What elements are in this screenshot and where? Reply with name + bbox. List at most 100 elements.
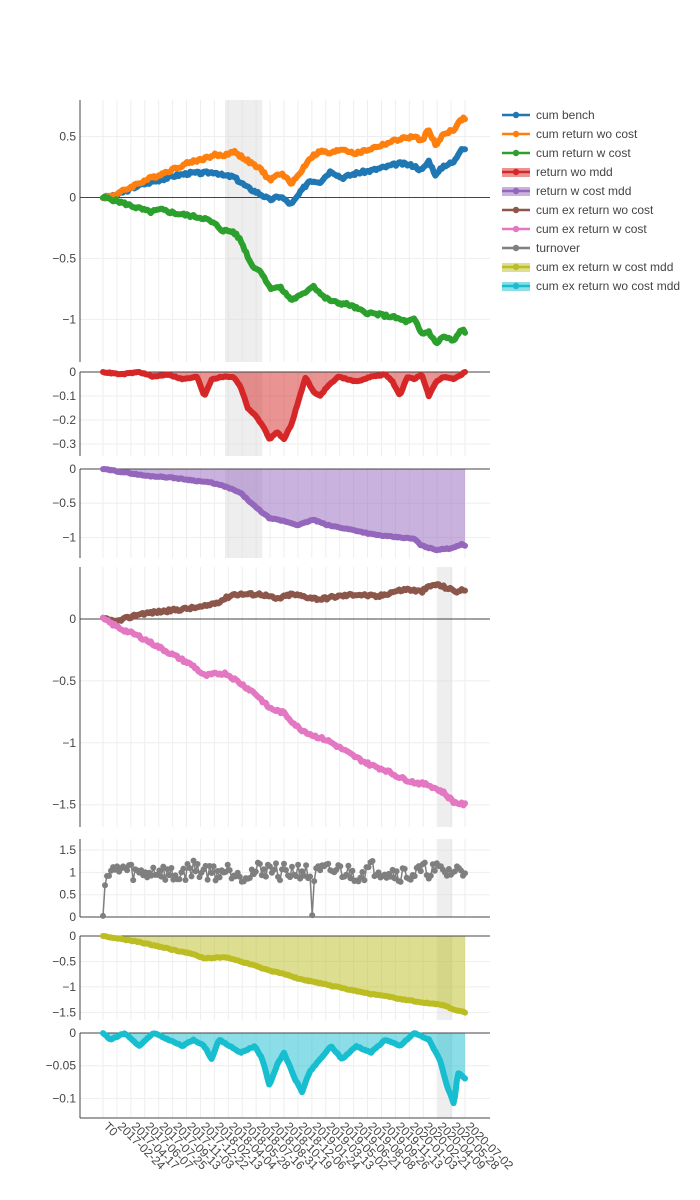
chart-legend: cum bench cum return wo cost cum return w … <box>500 105 700 295</box>
legend-swatch-icon <box>502 130 530 137</box>
point-turnover <box>150 864 157 871</box>
point-turnover <box>277 877 283 884</box>
point-turnover <box>216 874 223 881</box>
point-turnover <box>204 876 211 883</box>
point-turnover <box>281 860 287 867</box>
legend-item[interactable]: cum ex return w cost <box>500 219 700 238</box>
y-tick-label: 0 <box>69 1026 76 1040</box>
point-turnover <box>445 866 452 872</box>
legend-label: cum ex return wo cost mdd <box>536 278 681 293</box>
point-turnover <box>192 868 199 875</box>
y-tick-label: −0.1 <box>52 389 76 403</box>
point-turnover <box>317 867 324 874</box>
legend-label: return wo mdd <box>536 164 613 179</box>
series-return-wo-mdd <box>100 369 468 443</box>
y-tick-label: 0 <box>69 190 76 204</box>
legend-label: cum return wo cost <box>536 126 638 141</box>
legend-marker <box>512 206 520 213</box>
point-turnover <box>299 868 306 875</box>
point-turnover <box>168 865 175 871</box>
legend-label: return w cost mdd <box>536 183 632 198</box>
point-turnover <box>283 867 289 873</box>
legend-item[interactable]: cum ex return wo cost <box>500 200 700 219</box>
y-tick-label: 1.5 <box>59 843 76 857</box>
y-tick-label: −1.5 <box>52 1005 76 1019</box>
legend-item[interactable]: turnover <box>500 238 700 257</box>
point-turnover <box>462 870 468 877</box>
point-turnover <box>252 868 259 875</box>
legend-label: cum ex return w cost mdd <box>536 259 674 274</box>
legend-item[interactable]: return w cost mdd <box>500 181 700 200</box>
y-tick-label: −1 <box>62 736 76 750</box>
series-return-w-cost-mdd <box>100 466 468 554</box>
area-cum-ex-return-wo-cost-mdd <box>103 1033 465 1104</box>
point-turnover <box>303 862 310 869</box>
area-return-wo-mdd <box>103 372 465 440</box>
point-turnover <box>190 857 197 864</box>
y-tick-label: −0.05 <box>46 1059 77 1073</box>
point-turnover <box>210 863 217 870</box>
legend-label: cum bench <box>536 107 595 122</box>
point-turnover <box>256 860 263 867</box>
legend-marker <box>512 244 520 251</box>
y-tick-label: −1 <box>62 980 76 994</box>
tick-label-layer: 0.5 0 −0.5 −1 0 −0.1 −0.2 −0.3 0 −0.5 −1 0 −0.5 −1 −1.… <box>46 130 77 1106</box>
series-cum-ex-return-wo-cost-mdd <box>100 1030 468 1107</box>
point-turnover <box>273 860 279 867</box>
point-turnover <box>156 867 163 874</box>
legend-swatch-icon <box>502 149 530 156</box>
series-cum-return-wo-cost <box>100 114 468 202</box>
point-turnover <box>130 877 137 884</box>
y-tick-label: −0.5 <box>52 496 76 510</box>
y-tick-label: −0.5 <box>52 251 76 265</box>
legend-marker <box>512 263 520 270</box>
legend-swatch-icon <box>502 167 530 177</box>
y-tick-label: −0.1 <box>52 1091 76 1105</box>
point-turnover <box>188 873 195 880</box>
point-turnover <box>262 873 269 880</box>
legend-swatch-icon <box>502 186 530 196</box>
legend-item[interactable]: return wo mdd <box>500 162 700 181</box>
legend-marker <box>512 225 520 232</box>
point-turnover <box>349 867 356 874</box>
y-tick-label: 1 <box>69 865 76 879</box>
point-turnover <box>260 866 267 873</box>
point-turnover <box>359 869 366 875</box>
legend-marker <box>512 149 520 156</box>
point-turnover <box>311 878 318 885</box>
point-turnover <box>307 873 314 880</box>
legend-item[interactable]: cum return wo cost <box>500 124 700 143</box>
axes-layer <box>79 100 490 1119</box>
series-cum-ex-return-w-cost-mdd <box>100 933 468 1016</box>
point-turnover <box>180 865 187 872</box>
point-turnover <box>182 877 189 883</box>
point-turnover <box>176 876 183 883</box>
point-turnover <box>337 863 344 870</box>
y-tick-label: 0 <box>69 910 76 924</box>
point-turnover <box>158 873 165 880</box>
legend-marker <box>512 111 520 118</box>
point-turnover <box>208 870 215 876</box>
point-turnover <box>162 876 169 883</box>
point-turnover <box>100 912 106 919</box>
point-turnover <box>421 859 428 866</box>
point-turnover <box>266 863 273 870</box>
point-turnover <box>375 869 382 876</box>
y-tick-label: 0 <box>69 612 76 626</box>
point-turnover <box>270 866 277 873</box>
series-layer <box>100 114 468 1107</box>
y-tick-label: −0.3 <box>52 437 76 451</box>
y-tick-label: −1.5 <box>52 798 76 812</box>
point-turnover <box>411 873 418 880</box>
legend-item[interactable]: cum bench <box>500 105 700 124</box>
legend-swatch-icon <box>502 111 530 118</box>
legend-item[interactable]: cum ex return w cost mdd <box>500 257 700 276</box>
y-tick-label: 0 <box>69 462 76 476</box>
point-turnover <box>401 865 408 872</box>
legend-item[interactable]: cum ex return wo cost mdd <box>500 276 700 295</box>
legend-swatch-icon <box>502 244 530 251</box>
y-tick-label: −1 <box>62 312 76 326</box>
y-tick-label: 0.5 <box>59 888 76 902</box>
legend-item[interactable]: cum return w cost <box>500 143 700 162</box>
point-turnover <box>365 864 372 871</box>
